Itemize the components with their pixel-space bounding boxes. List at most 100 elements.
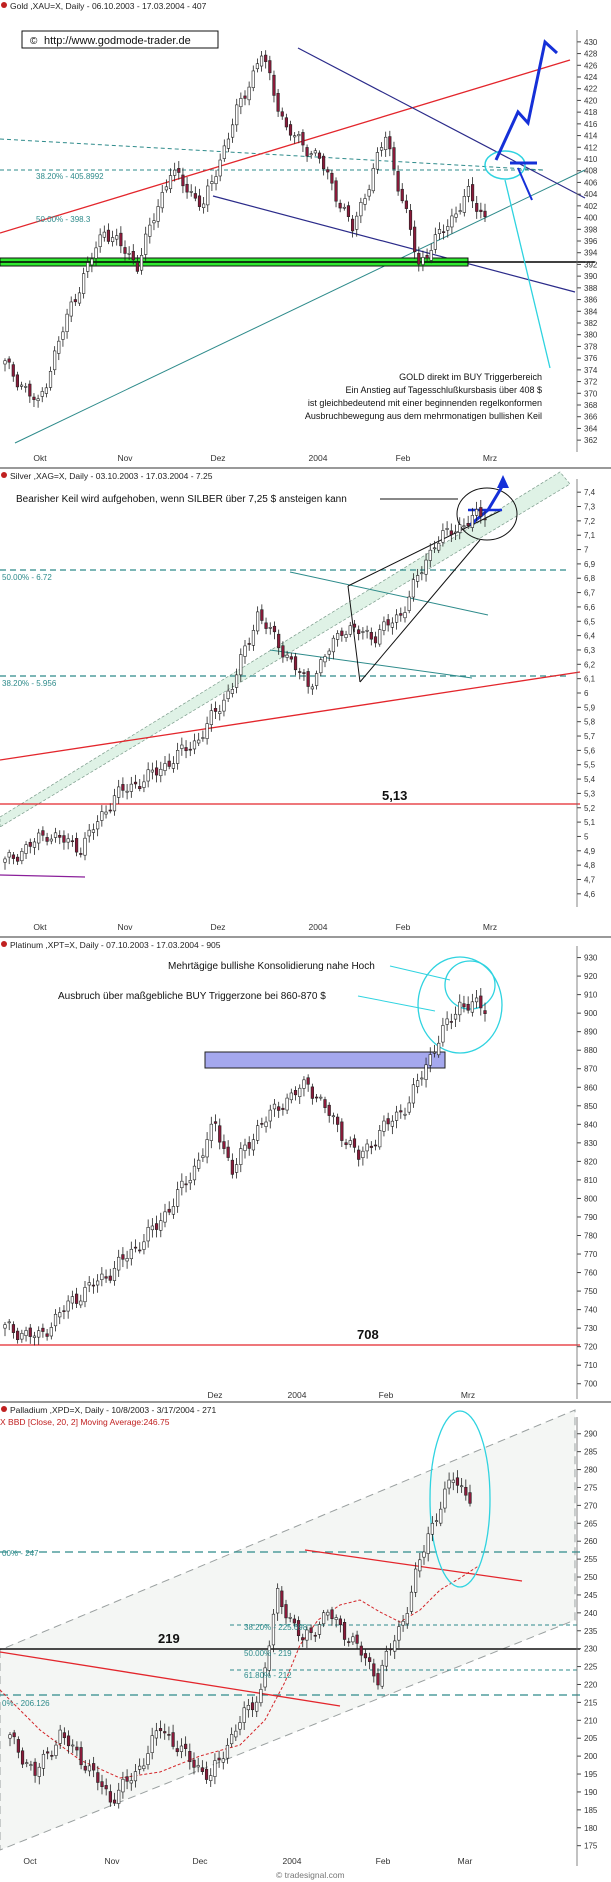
candle-body bbox=[129, 1248, 133, 1260]
palladium-support-label: 219 bbox=[158, 1631, 180, 1646]
candle-body bbox=[188, 748, 192, 751]
platinum-panel: Platinum ,XPT=X, Daily - 07.10.2003 - 17… bbox=[0, 940, 598, 1400]
candle-body bbox=[390, 622, 394, 628]
candle-body bbox=[163, 763, 167, 771]
candle-body bbox=[348, 625, 352, 635]
x-tick-label: Mrz bbox=[483, 453, 497, 463]
candle-body bbox=[334, 1617, 338, 1620]
candle-body bbox=[346, 205, 351, 217]
candle-body bbox=[37, 1766, 41, 1777]
candle-body bbox=[382, 621, 386, 631]
y-tick-label: 410 bbox=[584, 155, 598, 164]
candle-body bbox=[280, 1590, 284, 1608]
silver-flag-upper bbox=[289, 571, 489, 616]
candle-body bbox=[221, 1758, 225, 1763]
y-tick-label: 770 bbox=[584, 1250, 598, 1259]
candle-body bbox=[184, 1743, 188, 1749]
candle-body bbox=[58, 835, 62, 838]
candle-body bbox=[359, 1645, 363, 1656]
candle-body bbox=[121, 1778, 125, 1793]
y-tick-label: 5,1 bbox=[584, 818, 596, 827]
gold-lower-wedge-line bbox=[212, 195, 576, 293]
y-tick-label: 175 bbox=[584, 1842, 598, 1851]
candle-body bbox=[181, 174, 185, 187]
candle-body bbox=[115, 235, 119, 240]
candle-body bbox=[317, 1624, 322, 1635]
candle-body bbox=[192, 1759, 196, 1768]
candle-body bbox=[449, 1021, 453, 1023]
silver-purple-line bbox=[0, 874, 86, 878]
y-tick-label: 265 bbox=[584, 1519, 598, 1528]
silver-support-line bbox=[0, 671, 581, 761]
y-tick-label: 394 bbox=[584, 249, 598, 258]
candle-body bbox=[192, 740, 197, 750]
candle-body bbox=[139, 255, 144, 271]
candle-body bbox=[454, 213, 458, 218]
candle-body bbox=[255, 63, 259, 70]
candle-body bbox=[242, 1707, 246, 1723]
candle-body bbox=[192, 1165, 197, 1181]
candle-body bbox=[7, 852, 11, 858]
silver-panel: Silver ,XAG=X, Daily - 03.10.2003 - 17.0… bbox=[0, 471, 596, 932]
candle-body bbox=[58, 1729, 62, 1744]
candle-body bbox=[371, 168, 375, 192]
candle-body bbox=[330, 172, 334, 184]
y-tick-label: 830 bbox=[584, 1139, 598, 1148]
candle-body bbox=[298, 671, 302, 673]
candle-body bbox=[443, 1488, 447, 1509]
candle-body bbox=[393, 1640, 397, 1652]
candle-body bbox=[106, 229, 111, 242]
candle-body bbox=[369, 632, 373, 640]
y-tick-label: 404 bbox=[584, 190, 598, 199]
candle-body bbox=[53, 832, 58, 838]
candle-body bbox=[479, 995, 483, 1009]
x-tick-label: Feb bbox=[396, 922, 411, 932]
candle-body bbox=[226, 1146, 230, 1158]
y-tick-label: 408 bbox=[584, 167, 598, 176]
candle-body bbox=[66, 1300, 70, 1312]
candle-body bbox=[104, 1276, 108, 1279]
y-tick-label: 396 bbox=[584, 237, 598, 246]
candle-body bbox=[201, 737, 205, 739]
candle-body bbox=[352, 1138, 357, 1148]
platinum-small-circle bbox=[444, 960, 496, 1010]
candle-body bbox=[171, 1206, 176, 1215]
candle-body bbox=[16, 1739, 20, 1753]
candle-body bbox=[58, 1312, 62, 1318]
candle-body bbox=[268, 627, 272, 629]
candle-body bbox=[340, 630, 344, 636]
candle-body bbox=[394, 614, 399, 623]
candle-body bbox=[420, 1077, 424, 1080]
candle-body bbox=[222, 699, 226, 712]
candle-body bbox=[24, 386, 28, 388]
palladium-subheader: X BBD [Close, 20, 2] Moving Average:246.… bbox=[0, 1417, 170, 1427]
candle-body bbox=[368, 1657, 372, 1662]
candle-body bbox=[446, 226, 450, 231]
candle-body bbox=[184, 747, 188, 752]
y-tick-label: 378 bbox=[584, 342, 598, 351]
candle-body bbox=[460, 1485, 464, 1488]
candle-body bbox=[293, 656, 298, 671]
y-tick-label: 7,2 bbox=[584, 517, 596, 526]
palladium-fib-a-label: 00% - 247 bbox=[2, 1549, 39, 1558]
candle-body bbox=[164, 186, 168, 191]
candle-body bbox=[167, 760, 171, 767]
candle-body bbox=[479, 507, 483, 517]
candle-body bbox=[239, 98, 243, 108]
candle-body bbox=[322, 155, 326, 170]
candle-body bbox=[83, 837, 87, 856]
candle-body bbox=[322, 1612, 326, 1625]
candle-body bbox=[430, 1522, 434, 1535]
candle-body bbox=[96, 1280, 100, 1286]
candle-body bbox=[45, 837, 49, 842]
y-tick-label: 870 bbox=[584, 1065, 598, 1074]
candle-body bbox=[432, 1051, 437, 1054]
y-tick-label: 180 bbox=[584, 1824, 598, 1833]
candle-body bbox=[146, 1753, 150, 1765]
palladium-fib-d-label: 61.80% - 212 bbox=[244, 1671, 292, 1680]
candle-body bbox=[264, 1121, 268, 1127]
candle-body bbox=[414, 1568, 418, 1593]
candle-body bbox=[71, 1744, 75, 1747]
y-tick-label: 780 bbox=[584, 1232, 598, 1241]
y-tick-label: 195 bbox=[584, 1770, 598, 1779]
